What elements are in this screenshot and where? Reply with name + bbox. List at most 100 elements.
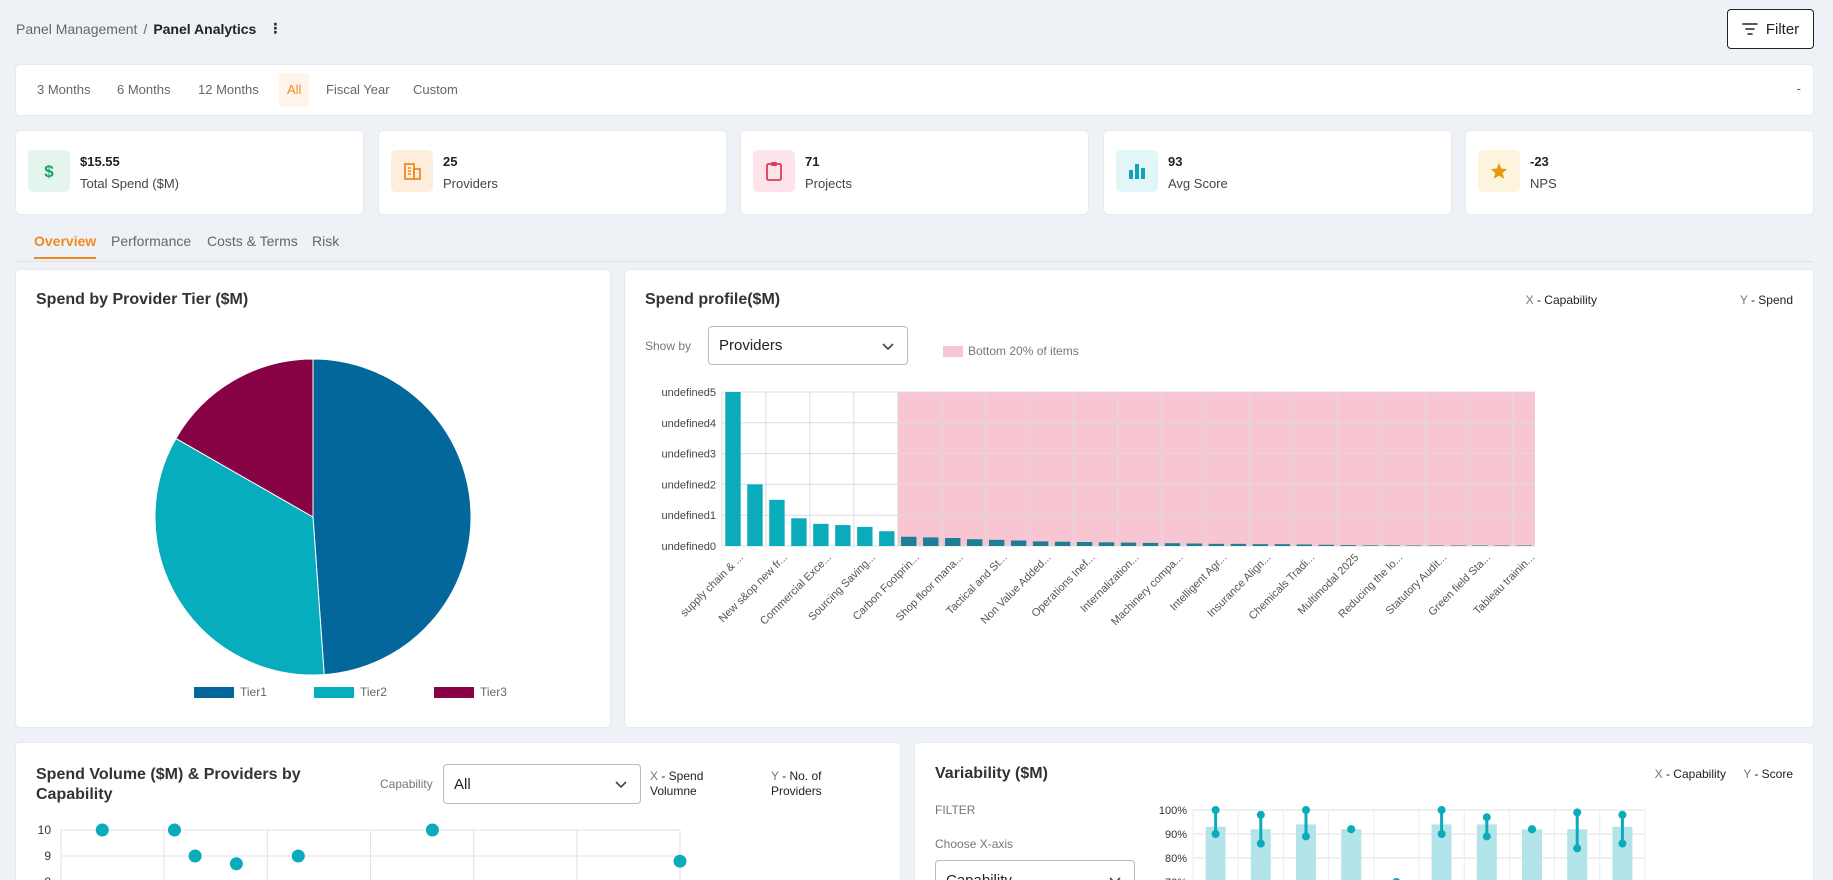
spend-profile-card: Spend profile($M) X - Capability Y - Spe… — [625, 270, 1813, 727]
scatter-point — [673, 854, 687, 868]
bar — [879, 531, 895, 546]
y-tick-label: undefined1 — [662, 510, 716, 522]
y-axis-note: Y - Spend — [1739, 293, 1793, 307]
bar — [813, 523, 829, 546]
filter-button[interactable]: Filter — [1727, 9, 1814, 49]
bar — [1296, 824, 1316, 880]
filter-label: FILTER — [935, 803, 976, 817]
choose-x-select[interactable]: Capability — [935, 860, 1135, 880]
tab-overview[interactable]: Overview — [34, 233, 97, 259]
svg-text:$: $ — [44, 162, 54, 181]
legend-swatch — [194, 687, 234, 698]
bar — [1522, 829, 1542, 880]
choose-x-value: Capability — [946, 871, 1012, 880]
filter-lines-icon — [1742, 23, 1758, 35]
bottom-20-band — [897, 392, 1535, 546]
kpi-label: Total Spend ($M) — [80, 176, 179, 191]
period-fiscal-year[interactable]: Fiscal Year — [326, 82, 390, 97]
tab-bar: Overview Performance Costs & Terms Risk — [16, 228, 1813, 262]
period-custom[interactable]: Custom — [413, 82, 458, 97]
scatter-point — [229, 857, 243, 871]
bar — [1428, 545, 1444, 546]
bar — [835, 525, 851, 546]
period-all[interactable]: All — [279, 73, 310, 107]
breadcrumb-parent[interactable]: Panel Management — [16, 20, 138, 37]
kpi-value: 25 — [443, 154, 458, 169]
range-min-point — [1437, 830, 1446, 838]
bar — [1252, 544, 1269, 546]
x-axis-note: X - Capability — [1525, 293, 1597, 307]
bar — [966, 539, 983, 546]
kpi-label: Avg Score — [1168, 176, 1228, 191]
range-max-point — [1618, 810, 1627, 819]
pie-chart: Tier1 Tier2 Tier3 — [154, 358, 507, 699]
y-tick-label: 8 — [44, 875, 51, 880]
clipboard-icon — [753, 150, 795, 192]
bar — [1032, 541, 1049, 546]
kpi-value: 71 — [805, 154, 820, 169]
building-icon — [391, 150, 433, 192]
capability-select[interactable]: All — [443, 764, 641, 804]
bar — [923, 537, 939, 546]
range-min-point — [1211, 830, 1220, 838]
date-range-text: - — [1796, 81, 1801, 96]
capability-label: Capability — [380, 777, 433, 791]
y-tick-label: undefined3 — [662, 449, 716, 461]
tab-risk[interactable]: Risk — [312, 233, 340, 249]
range-max-point — [1482, 813, 1491, 822]
bar — [1406, 545, 1422, 546]
range-min-point — [1618, 839, 1627, 848]
more-options-icon[interactable]: ⋮ — [268, 20, 282, 36]
tab-performance[interactable]: Performance — [111, 233, 192, 249]
period-6-months[interactable]: 6 Months — [117, 82, 171, 97]
bar — [988, 539, 1005, 546]
bar — [1054, 541, 1071, 546]
bar — [1450, 545, 1466, 546]
bar — [1142, 542, 1159, 546]
spend-volume-card: Spend Volume ($M) & Providers by Capabil… — [16, 743, 900, 880]
bar — [725, 392, 741, 546]
period-3-months[interactable]: 3 Months — [37, 82, 91, 97]
card-title: Spend Volume ($M) & Providers by Capabil… — [36, 766, 301, 803]
bar — [1431, 824, 1452, 880]
y-tick-label: undefined5 — [662, 387, 716, 399]
y-axis-note: Y - No. of Providers — [771, 769, 822, 798]
x-axis-note: X - Spend Volumne — [650, 769, 704, 798]
period-12-months[interactable]: 12 Months — [198, 82, 259, 97]
bar — [769, 499, 785, 546]
scatter-point — [188, 849, 202, 863]
bar — [1120, 542, 1137, 546]
pie-slice-tier2 — [154, 437, 325, 676]
bar — [1318, 544, 1334, 546]
scatter-point — [291, 849, 305, 863]
kpi-providers: 25 Providers — [379, 131, 726, 214]
range-max-point — [1211, 806, 1220, 814]
bar — [857, 526, 873, 546]
y-tick-label: 100% — [1159, 805, 1187, 817]
bar — [1164, 543, 1181, 546]
y-tick-label: undefined0 — [662, 541, 716, 553]
period-selector: 3 Months 6 Months 12 Months All Fiscal Y… — [16, 65, 1813, 115]
scatter-point — [425, 823, 439, 837]
bar-chart-icon — [1116, 150, 1158, 192]
range-min-point — [1256, 839, 1265, 848]
bar — [1516, 545, 1532, 546]
breadcrumb-current: Panel Analytics — [153, 20, 257, 37]
variability-card: Variability ($M) X - Capability Y - Scor… — [915, 743, 1813, 880]
y-tick-label: 10 — [38, 823, 52, 837]
card-title: Variability ($M) — [935, 765, 1048, 782]
bar — [1494, 545, 1510, 546]
bar — [1296, 544, 1312, 546]
tab-costs-terms[interactable]: Costs & Terms — [207, 233, 298, 249]
legend-label: Tier2 — [360, 685, 387, 699]
show-by-select[interactable]: Providers — [708, 326, 908, 365]
card-title: Spend profile($M) — [645, 291, 781, 308]
bar — [1476, 824, 1497, 880]
bar — [747, 484, 763, 546]
star-icon — [1478, 150, 1520, 192]
kpi-label: Providers — [443, 176, 498, 191]
bar — [945, 537, 961, 546]
kpi-value: $15.55 — [80, 154, 120, 169]
y-tick-label: undefined4 — [662, 418, 716, 430]
show-by-value: Providers — [719, 337, 783, 354]
